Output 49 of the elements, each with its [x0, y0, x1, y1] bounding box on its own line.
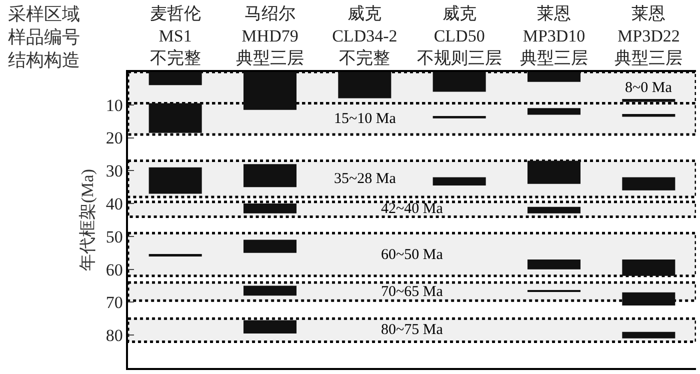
text: 结构构造 — [8, 50, 80, 70]
band-label: 80~75 Ma — [381, 322, 444, 338]
bar — [527, 160, 581, 184]
bar — [527, 72, 581, 82]
bar — [622, 99, 676, 102]
bar — [338, 72, 392, 98]
bar — [243, 240, 297, 253]
bar — [148, 167, 202, 194]
y-tick-label: 40 — [106, 194, 123, 214]
bar — [148, 254, 202, 257]
bar — [622, 332, 676, 338]
x-tick-label: 莱恩 MP3D22 典型三层 — [614, 4, 683, 68]
y-axis-title: 年代框架(Ma) — [78, 169, 97, 271]
band-label: 15~10 Ma — [334, 111, 396, 127]
y-tick-label: 30 — [106, 162, 123, 181]
bar — [527, 259, 581, 270]
y-tick-label: 10 — [106, 96, 123, 115]
y-tick-label: 60 — [106, 260, 123, 280]
x-tick-label: 威克 CLD34-2 不完整 — [332, 4, 398, 68]
x-tick-label: 马绍尔 MHD79 典型三层 — [236, 4, 304, 68]
bar — [148, 72, 202, 86]
bar — [622, 114, 676, 117]
x-tick-label: 威克 CLD50 不规则三层 — [416, 4, 502, 68]
y-tick-label: 70 — [106, 293, 123, 312]
bar — [432, 72, 486, 92]
bar — [243, 204, 297, 214]
bar — [243, 164, 297, 188]
band-label: 70~65 Ma — [381, 284, 444, 300]
bar — [432, 177, 486, 186]
band-label: 8~0 Ma — [625, 80, 672, 96]
text: 样品编号 — [8, 27, 80, 47]
band-label: 35~28 Ma — [334, 171, 396, 187]
x-tick-label: 莱恩 MP3D10 典型三层 — [520, 4, 588, 68]
bar — [243, 320, 297, 334]
bar — [527, 206, 581, 214]
bar — [622, 259, 676, 276]
text: 采样区域 — [8, 4, 80, 24]
y-tick-label: 50 — [106, 227, 123, 246]
y-tick-label: 80 — [106, 326, 123, 346]
bar — [527, 108, 581, 115]
bar — [622, 292, 676, 306]
bar — [243, 286, 297, 296]
band-label: 60~50 Ma — [381, 247, 444, 263]
bar — [243, 72, 297, 110]
x-tick-label: 麦哲伦 MS1 不完整 — [150, 4, 201, 68]
band-label: 42~40 Ma — [381, 201, 444, 217]
bar — [622, 177, 676, 190]
y-tick-label: 20 — [106, 128, 123, 148]
bar — [148, 103, 202, 133]
